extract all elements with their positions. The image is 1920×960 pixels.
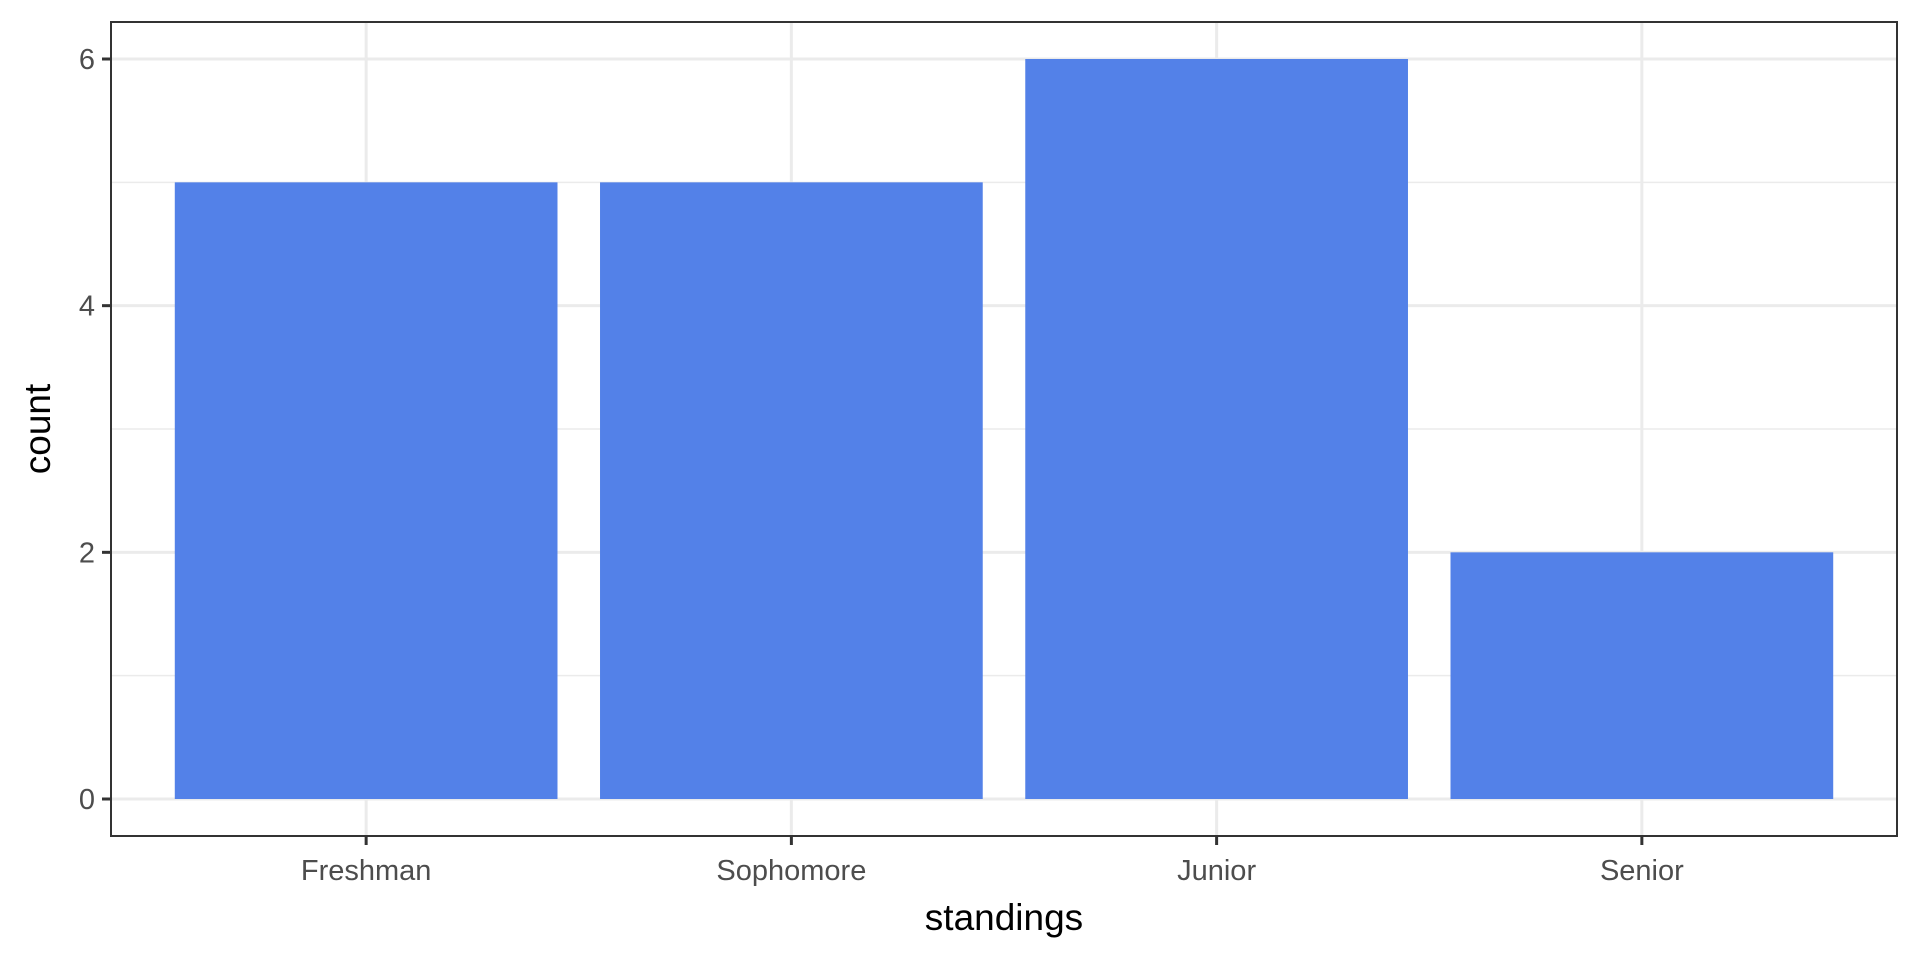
bar-senior xyxy=(1450,552,1834,799)
x-tick-label: Junior xyxy=(1177,855,1256,887)
bars xyxy=(174,59,1834,800)
bar-junior xyxy=(1025,59,1408,799)
x-tick-label: Freshman xyxy=(301,855,432,887)
x-axis: Freshman Sophomore Junior Senior xyxy=(301,836,1684,887)
panel-border xyxy=(110,21,1898,837)
y-tick-label: 4 xyxy=(79,291,95,323)
y-axis: 0 2 4 6 xyxy=(79,44,111,816)
y-axis-title: count xyxy=(17,383,58,474)
x-tick-label: Senior xyxy=(1600,855,1684,887)
x-tick-label: Sophomore xyxy=(716,855,866,887)
x-axis-title: standings xyxy=(925,897,1083,938)
bar-freshman xyxy=(174,182,558,800)
y-tick-label: 6 xyxy=(79,44,95,76)
y-tick-label: 0 xyxy=(79,784,95,816)
bar-sophomore xyxy=(600,182,983,800)
y-tick-label: 2 xyxy=(79,537,95,569)
